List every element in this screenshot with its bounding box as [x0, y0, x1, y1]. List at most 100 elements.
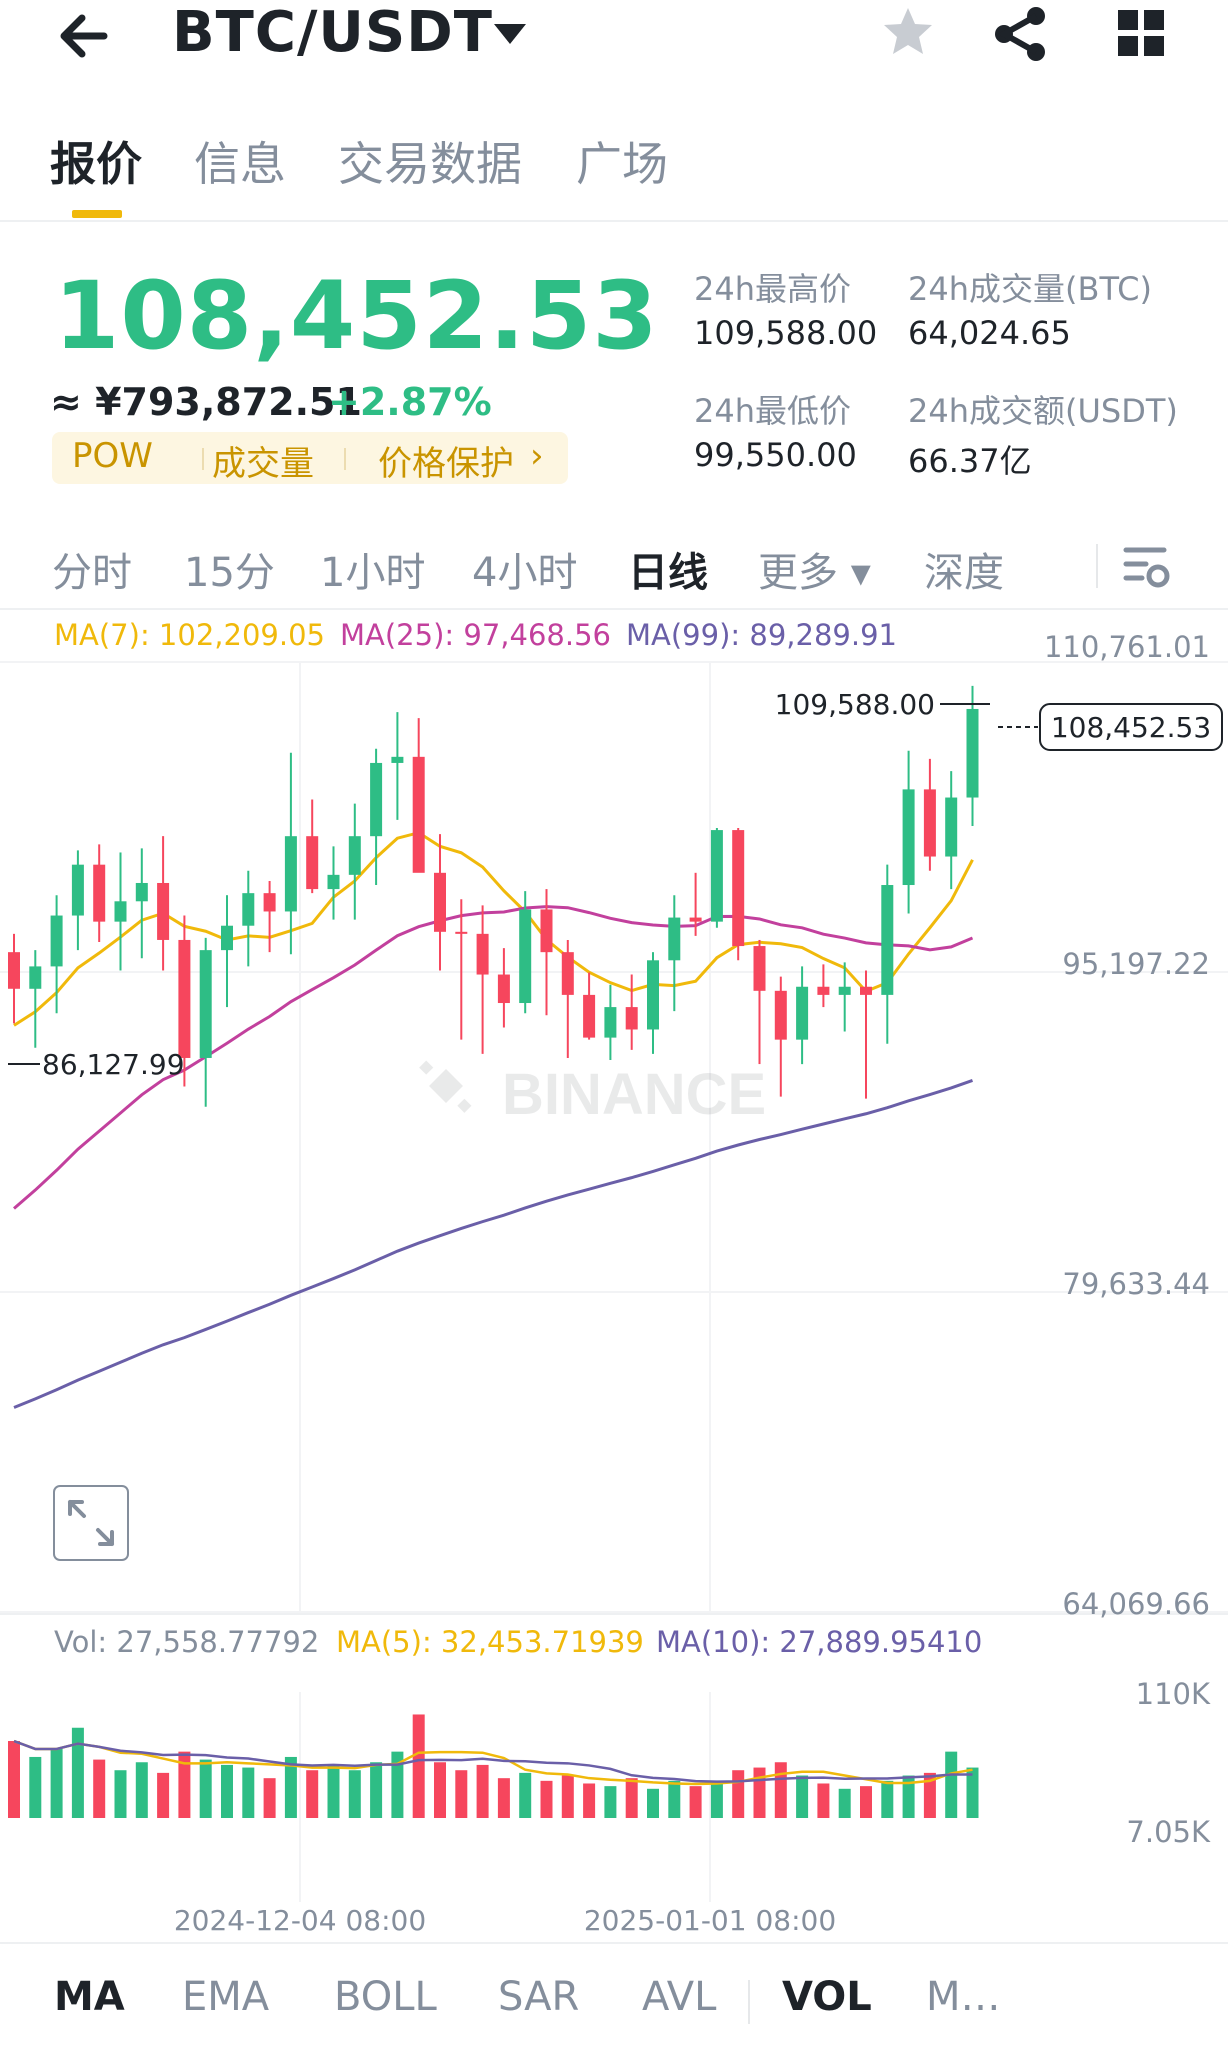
- interval-time[interactable]: 分时: [52, 550, 132, 596]
- tab-info[interactable]: 信息: [194, 137, 286, 191]
- volume-bar: [796, 1775, 809, 1818]
- indicator-boll[interactable]: BOLL: [334, 1974, 437, 2020]
- y-tick: 64,069.66: [1062, 1587, 1210, 1621]
- tag-volume[interactable]: 成交量: [212, 444, 314, 484]
- vol-btc-label: 24h成交量(BTC): [908, 270, 1152, 308]
- vol-ma10-legend: MA(10): 27,889.95410: [656, 1625, 982, 1659]
- last-price: 108,452.53: [54, 262, 659, 371]
- volume-bar: [774, 1762, 787, 1818]
- caret-down-icon[interactable]: [490, 16, 530, 52]
- chart-settings-icon[interactable]: [1120, 536, 1174, 596]
- x-tick: 2025-01-01 08:00: [584, 1904, 836, 1937]
- candle: [838, 986, 851, 995]
- back-arrow-icon[interactable]: [50, 6, 120, 66]
- active-tab-indicator: [72, 210, 122, 218]
- volume-bar: [455, 1770, 468, 1818]
- candle: [625, 1007, 638, 1030]
- grid-icon[interactable]: [1116, 8, 1166, 58]
- volume-bar: [710, 1783, 723, 1818]
- volume-bar: [348, 1770, 361, 1818]
- ma25-legend: MA(25): 97,468.56: [340, 618, 611, 652]
- volume-bar: [732, 1770, 745, 1818]
- tag-divider: [344, 448, 346, 470]
- candle: [8, 952, 20, 989]
- candles: [8, 685, 979, 1107]
- volume-bar: [114, 1770, 127, 1818]
- candle: [263, 893, 276, 912]
- vol-tick: 110K: [1136, 1677, 1211, 1711]
- last-price-tag-label: 108,452.53: [1051, 711, 1211, 744]
- tag-price-protect[interactable]: 价格保护: [378, 444, 514, 484]
- candle: [689, 917, 702, 922]
- interval-1h[interactable]: 1小时: [320, 550, 426, 596]
- volume-bar: [966, 1767, 979, 1818]
- interval-4h[interactable]: 4小时: [472, 550, 578, 596]
- tag-pow[interactable]: POW: [72, 436, 153, 476]
- volume-bar: [689, 1786, 702, 1818]
- kline-chart[interactable]: MA(7): 102,209.05 MA(25): 97,468.56 MA(9…: [0, 612, 1228, 1942]
- chevron-right-icon[interactable]: ›: [530, 436, 544, 476]
- tab-quote[interactable]: 报价: [50, 137, 142, 191]
- candle: [71, 864, 84, 916]
- candle: [476, 933, 489, 975]
- change-percent: +2.87%: [328, 380, 492, 424]
- vol-ma10-line: [13, 1739, 973, 1783]
- candle: [242, 893, 255, 926]
- volume-bar: [817, 1783, 830, 1818]
- volume-bar: [583, 1783, 596, 1818]
- candle: [306, 836, 319, 890]
- indicator-macd[interactable]: M…: [926, 1974, 1001, 2020]
- indicator-ma[interactable]: MA: [54, 1974, 125, 2020]
- pair-title[interactable]: BTC/USDT: [172, 0, 493, 65]
- candle: [199, 950, 212, 1058]
- volume-bar: [71, 1727, 84, 1818]
- volume-bar: [93, 1759, 106, 1818]
- share-icon[interactable]: [990, 2, 1050, 64]
- volume-bar: [135, 1762, 148, 1818]
- expand-icon[interactable]: [53, 1485, 129, 1561]
- volume-bar: [923, 1772, 936, 1818]
- volume-bar: [476, 1764, 489, 1818]
- star-icon[interactable]: [878, 2, 938, 62]
- tag-bar[interactable]: POW 成交量 价格保护 ›: [52, 432, 568, 484]
- candle: [284, 836, 297, 912]
- candle: [178, 939, 191, 1058]
- interval-1d[interactable]: 日线: [628, 550, 708, 596]
- low-value: 99,550.00: [694, 436, 857, 474]
- chart-grid: [0, 661, 1228, 1902]
- indicator-sar[interactable]: SAR: [498, 1974, 580, 2020]
- y-tick: 79,633.44: [1062, 1267, 1210, 1301]
- candle: [540, 909, 553, 953]
- main-tabs: 报价 信息 交易数据 广场: [0, 122, 1228, 222]
- y-tick: 110,761.01: [1044, 630, 1210, 664]
- candle: [391, 756, 404, 763]
- indicator-divider: [748, 1980, 750, 2024]
- volume-bar: [434, 1762, 446, 1818]
- volume-bar: [519, 1772, 532, 1818]
- volume-bar: [668, 1780, 681, 1818]
- vol-usdt-label: 24h成交额(USDT): [908, 392, 1178, 430]
- high-label: 24h最高价: [694, 270, 852, 308]
- indicator-vol[interactable]: VOL: [782, 1974, 872, 2020]
- volume-bar: [327, 1764, 340, 1818]
- candle: [157, 882, 170, 940]
- volume-bar: [199, 1759, 212, 1818]
- candle: [561, 952, 574, 995]
- interval-more[interactable]: 更多 ▾: [758, 550, 871, 596]
- indicator-avl[interactable]: AVL: [642, 1974, 717, 2020]
- indicator-ema[interactable]: EMA: [182, 1974, 270, 2020]
- volume-bar: [497, 1778, 510, 1818]
- tab-trading-data[interactable]: 交易数据: [338, 137, 522, 191]
- candle: [774, 990, 787, 1040]
- interval-divider: [1096, 544, 1098, 588]
- volume-bar: [178, 1751, 191, 1818]
- low-marker: 86,127.99: [8, 1048, 185, 1081]
- candle: [412, 756, 425, 873]
- ma7-legend: MA(7): 102,209.05: [54, 618, 325, 652]
- interval-depth[interactable]: 深度: [924, 550, 1004, 596]
- candle: [455, 931, 468, 934]
- chart-canvas[interactable]: BINANCE 110,761.01 95,197.22 79,633.44 6…: [0, 612, 1228, 1942]
- candle: [93, 864, 106, 922]
- interval-15m[interactable]: 15分: [184, 550, 275, 596]
- tab-square[interactable]: 广场: [576, 137, 668, 191]
